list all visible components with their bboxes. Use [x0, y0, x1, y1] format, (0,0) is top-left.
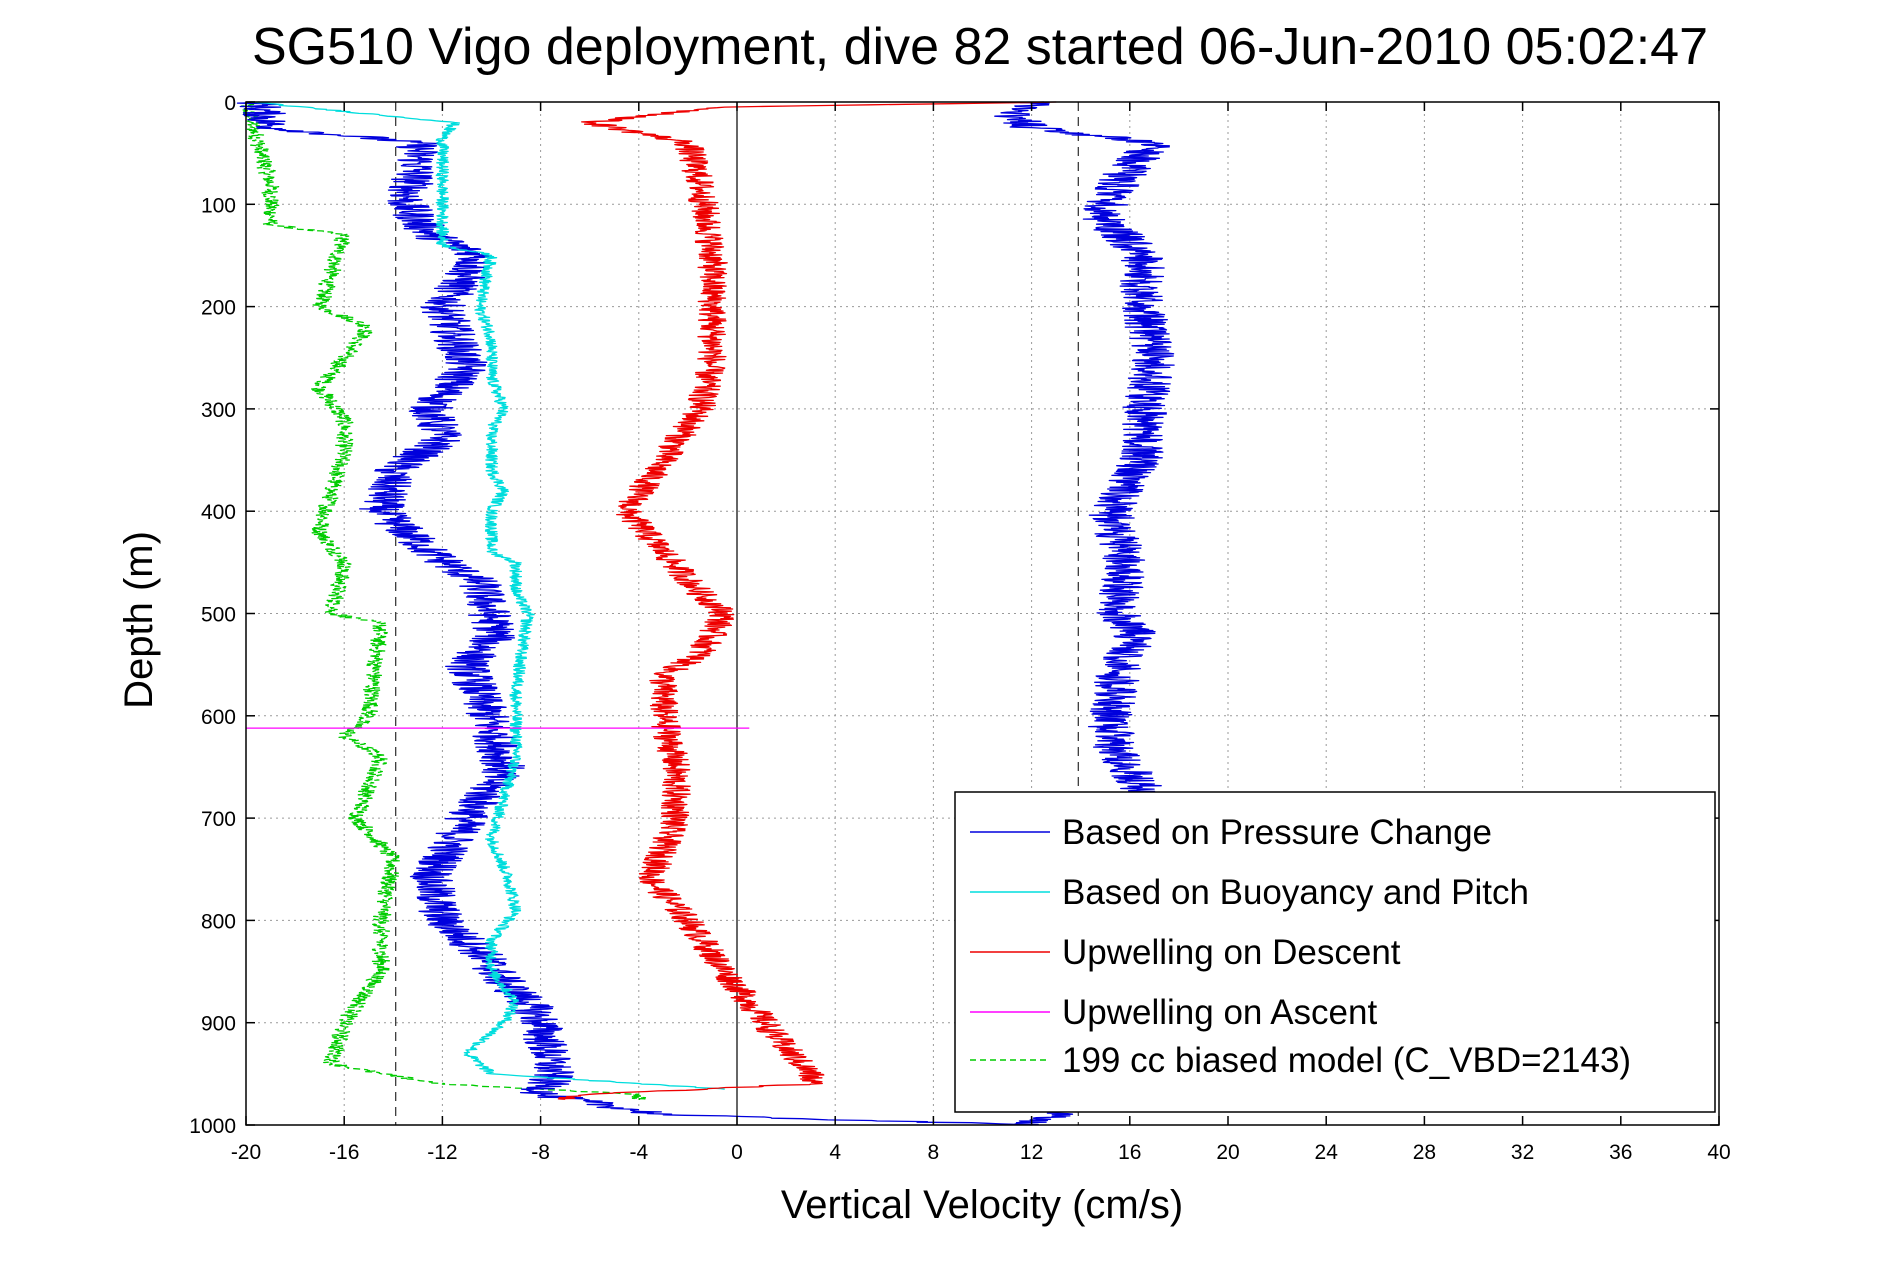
x-axis-label: Vertical Velocity (cm/s)	[781, 1183, 1183, 1227]
y-tick-label: 900	[201, 1013, 236, 1036]
x-axis: -20 -16 -12 -8 -4 0 4 8 12 16 20 24 28 32 36 40	[231, 102, 1731, 1164]
x-tick-label: 12	[1020, 1141, 1043, 1164]
y-tick-label: 200	[201, 297, 236, 320]
x-tick-label: 28	[1413, 1141, 1436, 1164]
y-tick-label: 700	[201, 808, 236, 831]
x-tick-label: 32	[1511, 1141, 1534, 1164]
x-tick-label: 4	[829, 1141, 841, 1164]
x-tick-label: -20	[231, 1141, 261, 1164]
legend-box	[954, 791, 1716, 1113]
x-tick-label: 24	[1315, 1141, 1339, 1164]
series-line-199-cc-biased-model-c-vbd-2143-descent	[240, 101, 647, 1101]
x-tick-label: -4	[629, 1141, 648, 1164]
series-line-based-on-buoyancy-and-pitch-descent	[250, 101, 725, 1090]
y-axis: 0 100 200 300 400 500 600 700 800 900 1000	[189, 92, 1719, 1138]
y-tick-label: 500	[201, 604, 236, 627]
y-tick-label: 800	[201, 910, 236, 933]
legend-label-descent: Upwelling on Descent	[1062, 933, 1401, 972]
y-tick-label: 100	[201, 194, 236, 217]
x-tick-label: -8	[531, 1141, 550, 1164]
series-line-upwelling-on-descent-descent	[557, 101, 1057, 1101]
x-tick-label: 36	[1609, 1141, 1632, 1164]
x-tick-label: -12	[427, 1141, 457, 1164]
x-tick-label: 0	[731, 1141, 743, 1164]
x-tick-label: -16	[329, 1141, 359, 1164]
chart-title: SG510 Vigo deployment, dive 82 started 0…	[252, 18, 1708, 76]
y-tick-label: 0	[224, 92, 236, 115]
x-tick-label: 16	[1118, 1141, 1141, 1164]
y-tick-label: 300	[201, 399, 236, 422]
legend: Based on Pressure Change Based on Buoyan…	[954, 791, 1716, 1113]
x-tick-label: 20	[1216, 1141, 1239, 1164]
y-tick-label: 400	[201, 501, 236, 524]
y-tick-label: 1000	[189, 1115, 236, 1138]
reference-lines	[395, 102, 1079, 1125]
legend-label-model: 199 cc biased model (C_VBD=2143)	[1062, 1041, 1631, 1080]
legend-label-ascent: Upwelling on Ascent	[1062, 993, 1377, 1032]
x-tick-label: 40	[1707, 1141, 1730, 1164]
legend-label-buoyancy: Based on Buoyancy and Pitch	[1062, 873, 1529, 912]
x-tick-label: 8	[928, 1141, 940, 1164]
legend-label-pressure: Based on Pressure Change	[1062, 813, 1492, 852]
y-axis-label: Depth (m)	[117, 531, 161, 709]
y-tick-label: 600	[201, 706, 236, 729]
